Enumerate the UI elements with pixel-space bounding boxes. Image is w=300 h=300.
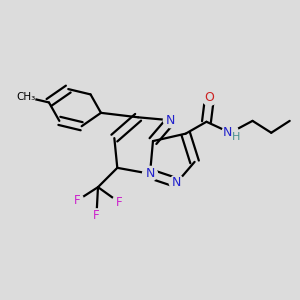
Circle shape [164, 113, 178, 128]
Circle shape [17, 88, 35, 106]
Circle shape [222, 124, 238, 141]
Text: N: N [172, 176, 182, 189]
Text: F: F [93, 209, 100, 222]
Text: N: N [223, 126, 232, 139]
Text: N: N [145, 167, 155, 180]
Text: N: N [166, 114, 176, 127]
Circle shape [142, 166, 158, 181]
Circle shape [90, 209, 103, 222]
Circle shape [70, 194, 84, 207]
Text: F: F [116, 196, 122, 208]
Circle shape [169, 175, 184, 190]
Text: H: H [232, 132, 240, 142]
Text: CH₃: CH₃ [16, 92, 36, 102]
Text: F: F [74, 194, 80, 207]
Text: O: O [205, 92, 214, 104]
Circle shape [202, 91, 217, 105]
Circle shape [112, 196, 125, 208]
